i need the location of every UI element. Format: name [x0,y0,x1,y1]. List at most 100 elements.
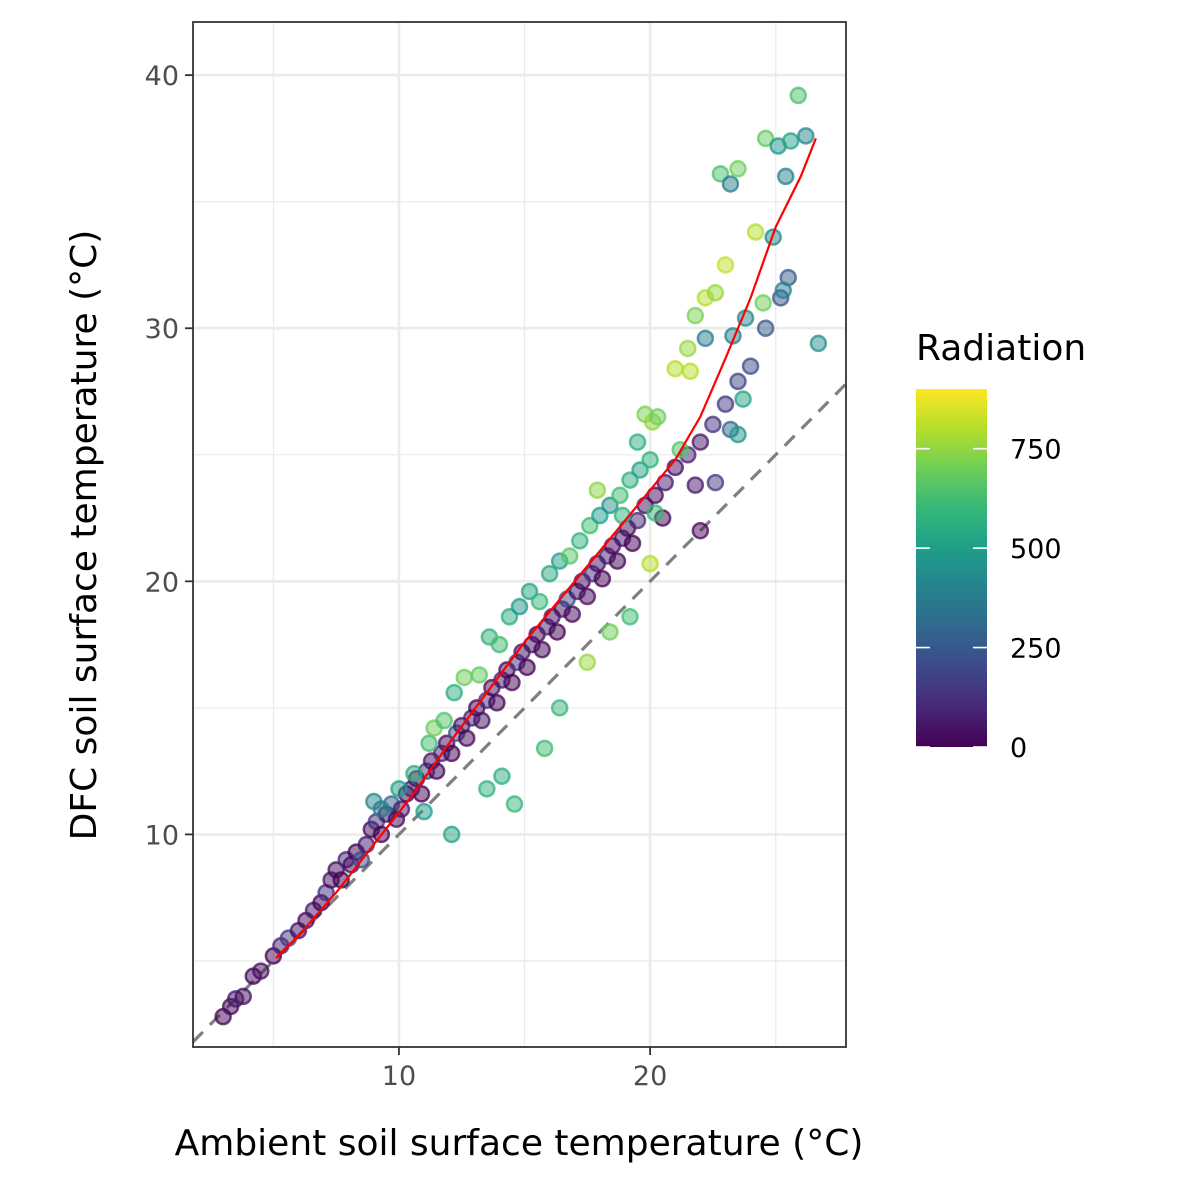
data-point [455,668,473,687]
legend-tick-label: 250 [1010,634,1062,665]
data-point [563,605,581,623]
data-point [809,334,828,353]
y-tick-label: 30 [145,314,179,345]
data-point [578,653,597,672]
x-axis: 10 20 [382,1047,667,1092]
y-tick-label: 40 [145,61,179,92]
data-point [613,506,632,525]
data-point [746,223,765,241]
data-point [601,623,619,641]
data-point [591,506,609,525]
data-point [628,433,647,451]
legend-colorbar [916,389,987,747]
data-point [533,640,551,659]
data-point [601,496,619,515]
data-point [500,608,519,626]
data-point [442,825,461,844]
data-point [646,504,664,522]
data-point [721,175,740,193]
data-point [729,160,747,178]
data-point [234,987,252,1006]
plot-panel-background [193,22,846,1047]
data-point [706,284,725,302]
data-point [470,666,489,684]
data-point [608,552,627,570]
data-point [357,835,376,854]
legend-ticks: 0 250 500 750 [916,435,1062,764]
data-point [797,127,815,145]
data-point [686,306,705,325]
data-point [789,86,808,105]
data-point [756,129,775,148]
fit-line-group [275,137,817,960]
data-point [427,762,446,780]
data-point [560,547,579,565]
data-point [415,802,433,821]
data-point [716,256,735,274]
data-point [741,357,760,375]
data-point [445,683,463,702]
data-point [548,623,566,641]
fit-line [275,137,817,960]
data-point [756,319,775,337]
legend-tick-label: 500 [1010,534,1062,565]
data-point [646,486,664,505]
data-point [490,635,509,654]
data-point [420,734,438,753]
data-point [691,433,710,451]
x-axis-title: Ambient soil surface temperature (°C) [175,1123,864,1164]
data-point [716,395,735,413]
data-point [648,408,667,426]
data-point [686,476,705,494]
data-point [729,372,747,391]
data-point [631,461,649,479]
minor-gridlines [193,22,846,1047]
data-point [510,597,529,616]
data-points [214,86,828,1026]
data-point [681,362,700,381]
y-axis-title: DFC soil surface temperature (°C) [64,230,105,841]
y-tick-label: 10 [145,820,179,851]
data-point [621,471,639,489]
data-point [530,592,549,611]
data-point [628,511,647,530]
data-point [611,486,629,505]
data-point [734,390,752,408]
data-point [581,516,599,535]
data-point [593,570,612,588]
data-point [666,359,684,378]
data-point [478,780,496,798]
y-axis: 10 20 30 40 [145,61,193,851]
data-point [706,473,725,492]
data-point [711,165,730,183]
data-point [550,699,569,717]
x-tick-label: 10 [382,1061,416,1092]
data-point [540,564,559,583]
data-point [641,451,659,469]
data-point [729,425,747,444]
data-point [623,534,642,553]
data-point [390,780,408,798]
data-point [704,415,722,434]
data-point [252,962,270,980]
data-point [503,673,521,692]
data-point [588,481,607,499]
data-point [473,711,491,730]
data-point [535,739,554,758]
data-point [776,167,795,186]
data-point [679,339,697,358]
legend: Radiation 0 250 500 750 [916,328,1086,764]
data-point [442,744,461,763]
data-point [641,554,659,573]
data-point [493,767,511,785]
y-tick-label: 20 [145,567,179,598]
data-point [696,329,715,348]
data-point [372,800,391,818]
data-point [691,521,710,540]
legend-tick-label: 750 [1010,435,1062,466]
plot-panel-border [192,21,847,1048]
data-point [754,294,772,312]
data-point [405,764,423,783]
data-point [505,795,524,813]
